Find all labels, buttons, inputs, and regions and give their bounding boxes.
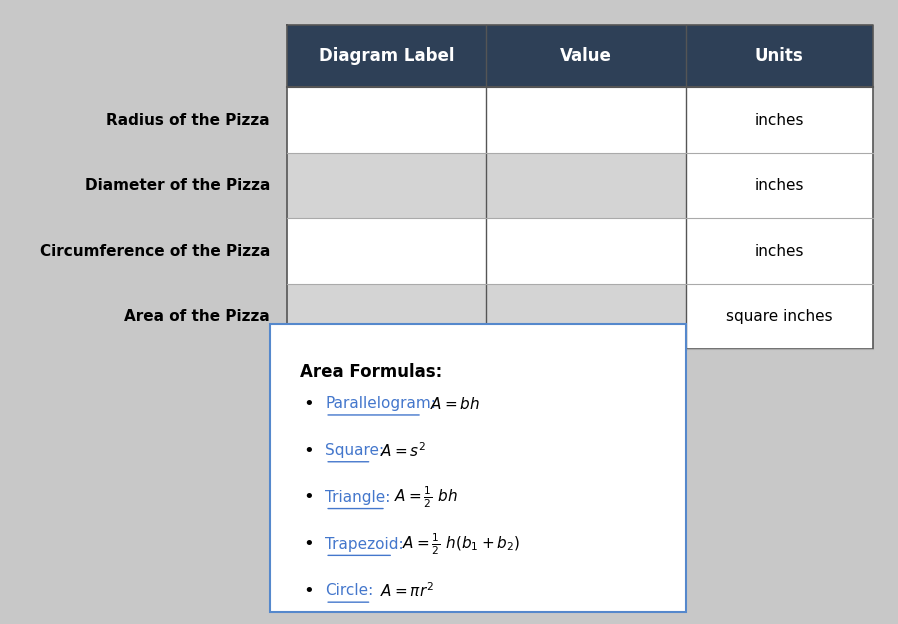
Text: Units: Units	[755, 47, 804, 65]
Text: •: •	[303, 535, 313, 553]
Text: •: •	[303, 395, 313, 412]
FancyBboxPatch shape	[487, 153, 686, 218]
FancyBboxPatch shape	[287, 218, 487, 284]
Text: Diameter of the Pizza: Diameter of the Pizza	[84, 178, 270, 193]
FancyBboxPatch shape	[487, 87, 686, 153]
Text: Triangle:: Triangle:	[325, 490, 391, 505]
Text: Value: Value	[560, 47, 612, 65]
FancyBboxPatch shape	[686, 284, 873, 349]
Text: inches: inches	[754, 178, 804, 193]
Text: Parallelogram:: Parallelogram:	[325, 396, 436, 411]
Text: inches: inches	[754, 112, 804, 128]
Text: Circumference of the Pizza: Circumference of the Pizza	[40, 243, 270, 259]
FancyBboxPatch shape	[686, 153, 873, 218]
FancyBboxPatch shape	[686, 218, 873, 284]
Text: $A = s^2$: $A = s^2$	[380, 441, 427, 460]
Text: •: •	[303, 442, 313, 459]
Text: Circle:: Circle:	[325, 583, 374, 598]
FancyBboxPatch shape	[270, 324, 686, 612]
Text: $A = \frac{1}{2}\ bh$: $A = \frac{1}{2}\ bh$	[394, 485, 458, 510]
Text: $A = \frac{1}{2}\ h(b_1 + b_2)$: $A = \frac{1}{2}\ h(b_1 + b_2)$	[401, 532, 520, 557]
Text: square inches: square inches	[726, 309, 832, 324]
Text: $A = bh$: $A = bh$	[430, 396, 480, 412]
Text: Area Formulas:: Area Formulas:	[300, 363, 442, 381]
FancyBboxPatch shape	[487, 284, 686, 349]
Text: Square:: Square:	[325, 443, 384, 458]
Text: $A = \pi r^2$: $A = \pi r^2$	[380, 582, 434, 600]
Text: Radius of the Pizza: Radius of the Pizza	[107, 112, 270, 128]
Text: •: •	[303, 489, 313, 506]
Text: inches: inches	[754, 243, 804, 259]
Text: Area of the Pizza: Area of the Pizza	[124, 309, 270, 324]
FancyBboxPatch shape	[686, 87, 873, 153]
FancyBboxPatch shape	[287, 25, 873, 87]
Text: •: •	[303, 582, 313, 600]
FancyBboxPatch shape	[287, 284, 487, 349]
FancyBboxPatch shape	[487, 218, 686, 284]
Text: Diagram Label: Diagram Label	[319, 47, 454, 65]
Text: Trapezoid:: Trapezoid:	[325, 537, 404, 552]
FancyBboxPatch shape	[287, 153, 487, 218]
FancyBboxPatch shape	[287, 87, 487, 153]
